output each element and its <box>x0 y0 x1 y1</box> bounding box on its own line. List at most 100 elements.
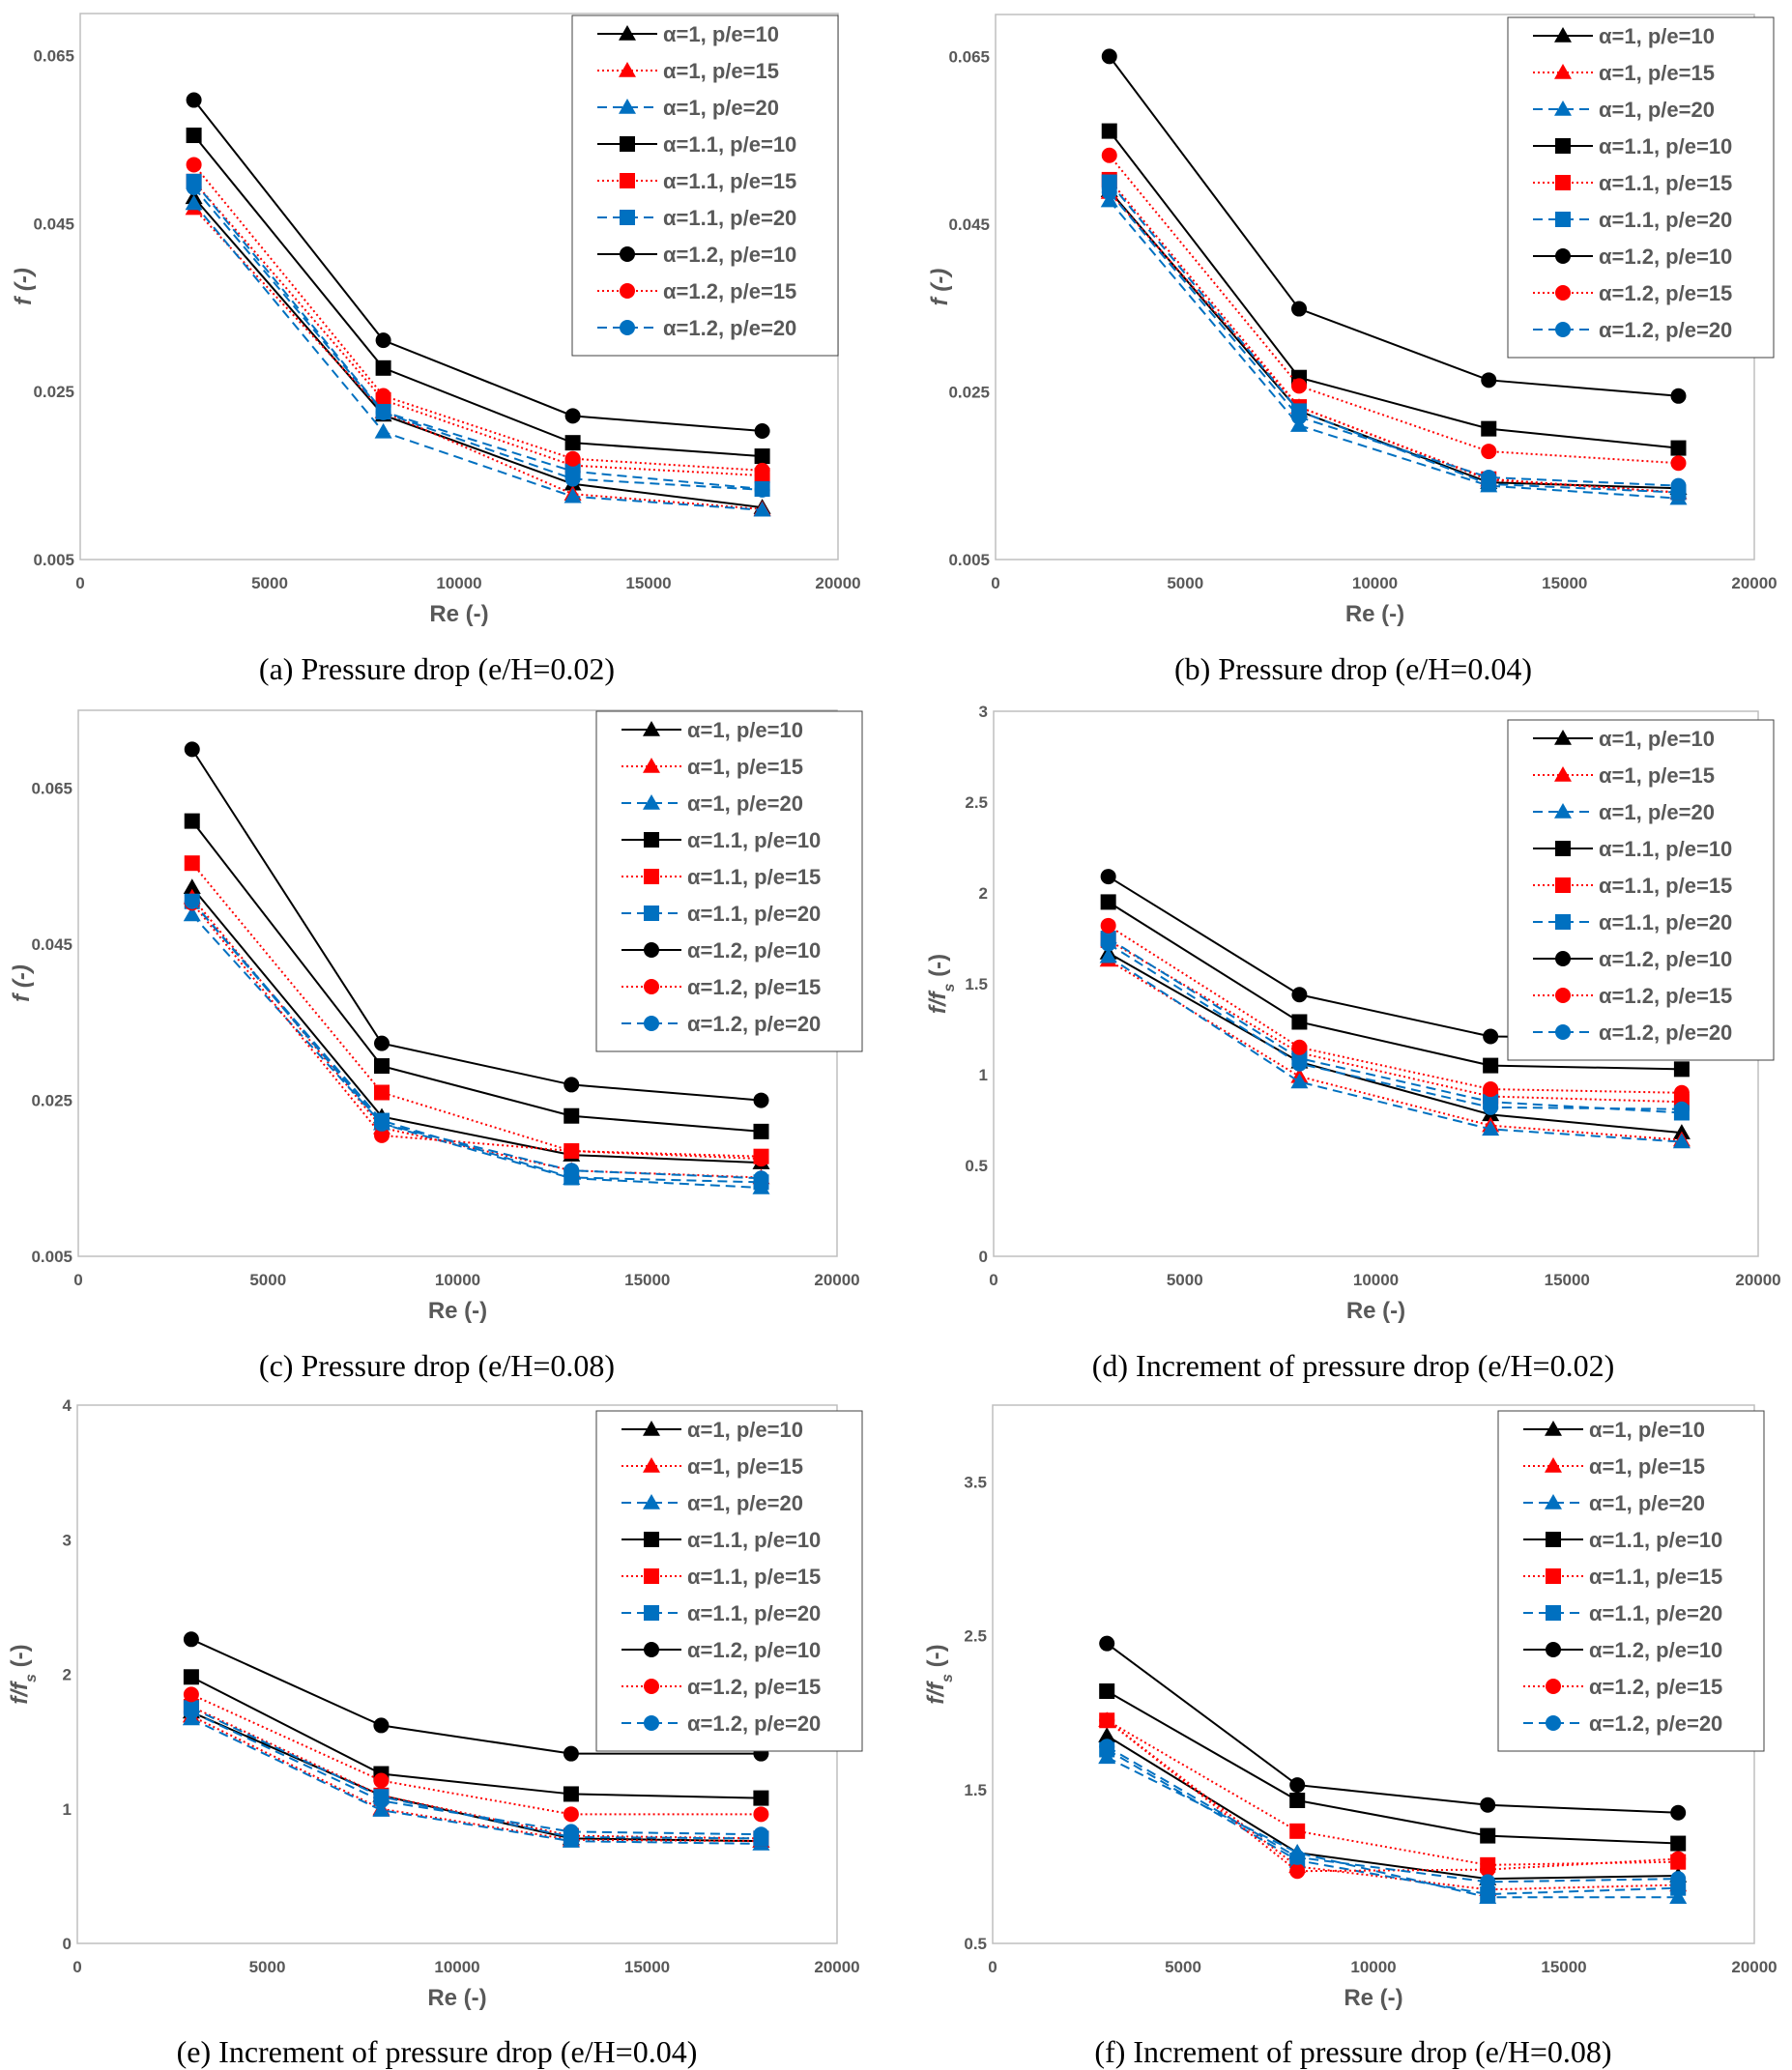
legend-marker <box>1555 914 1571 930</box>
legend-marker <box>619 99 636 114</box>
data-point <box>183 1631 199 1648</box>
legend-marker <box>643 1457 660 1473</box>
legend-box <box>595 1410 863 1752</box>
series-8 <box>184 893 769 1187</box>
series-line <box>1106 1690 1679 1845</box>
legend-marker <box>1546 1568 1561 1584</box>
legend-entry-label: α=1.2, p/e=10 <box>1589 1638 1722 1662</box>
series-line <box>1106 1756 1679 1899</box>
y-tick-label: 0.065 <box>31 780 72 798</box>
series-line <box>192 99 763 433</box>
data-point <box>753 501 771 517</box>
legend-box <box>571 14 839 357</box>
y-tick-label: 0.025 <box>31 1092 72 1110</box>
data-point <box>1099 1739 1115 1755</box>
data-point <box>1670 1835 1687 1852</box>
legend-marker <box>1555 285 1571 301</box>
data-point <box>564 1107 580 1124</box>
x-tick-label: 10000 <box>1350 1958 1396 1976</box>
data-point <box>186 92 202 108</box>
panel-caption: (c) Pressure drop (e/H=0.08) <box>259 1348 615 1383</box>
data-point <box>1100 917 1116 934</box>
legend-entry-label: α=1, p/e=10 <box>1599 24 1715 48</box>
legend-marker <box>644 1532 659 1547</box>
data-point <box>1480 1874 1496 1890</box>
legend: α=1, p/e=10 α=1, p/e=15 α=1, p/e=20 α=1.1, … <box>1507 719 1775 1061</box>
data-point <box>1480 1886 1496 1903</box>
y-tick-label: 0 <box>979 1248 988 1266</box>
x-tick-label: 0 <box>73 1271 82 1289</box>
y-axis-label-unit: (-) <box>7 1644 33 1674</box>
legend-marker <box>1545 1457 1562 1473</box>
series-line <box>1106 1642 1679 1814</box>
x-tick-label: 5000 <box>251 574 288 592</box>
legend-entry-label: α=1, p/e=15 <box>1599 763 1715 788</box>
x-tick-label: 0 <box>991 574 999 592</box>
data-point <box>375 388 391 404</box>
series-8 <box>1101 184 1687 494</box>
data-point <box>1291 1039 1308 1055</box>
series-line <box>1108 942 1682 1110</box>
legend-entry-label: α=1.1, p/e=15 <box>1599 874 1732 898</box>
data-point <box>1673 1084 1690 1101</box>
data-point <box>1101 147 1117 163</box>
legend-marker <box>1554 803 1572 819</box>
y-axis-label-subscript: s <box>23 1674 40 1682</box>
legend-entry-label: α=1.2, p/e=10 <box>687 938 821 963</box>
x-tick-label: 20000 <box>814 1271 859 1289</box>
legend-entry-label: α=1.2, p/e=10 <box>1599 947 1732 971</box>
data-point <box>184 893 200 909</box>
data-point <box>564 1077 580 1093</box>
legend-entry-label: α=1.2, p/e=20 <box>687 1012 821 1036</box>
data-point <box>1099 1712 1115 1729</box>
data-point <box>1099 947 1117 963</box>
series-line <box>190 1693 762 1816</box>
y-axis-label: f (-) <box>11 268 37 305</box>
data-point <box>1289 1792 1306 1808</box>
y-axis-label-subscript: s <box>941 983 958 992</box>
legend-entry-label: α=1.2, p/e=20 <box>1599 1021 1732 1045</box>
series-line <box>190 902 762 1161</box>
x-axis-label: Re (-) <box>427 1985 486 2011</box>
legend: α=1, p/e=10 α=1, p/e=15 α=1, p/e=20 α=1.1, … <box>1497 1410 1765 1752</box>
legend-marker <box>1555 212 1571 227</box>
series-7 <box>1100 917 1690 1101</box>
data-point <box>1101 48 1117 65</box>
legend-entry-label: α=1, p/e=20 <box>687 791 803 816</box>
legend-marker <box>620 173 635 188</box>
x-tick-label: 15000 <box>624 1271 670 1289</box>
legend-entry-label: α=1, p/e=10 <box>687 1418 803 1442</box>
y-tick-label: 2.5 <box>964 1627 987 1646</box>
y-axis-label: f/fs (-) <box>925 954 958 1014</box>
series-line <box>192 196 763 509</box>
data-point <box>1480 1861 1496 1878</box>
panel-caption: (a) Pressure drop (e/H=0.02) <box>259 651 615 686</box>
x-axis-label: Re (-) <box>428 1298 487 1324</box>
data-point <box>375 332 391 349</box>
series-line <box>190 1711 762 1836</box>
x-axis-label: Re (-) <box>1344 1985 1402 2011</box>
legend-box <box>595 710 863 1052</box>
x-tick-label: 20000 <box>814 1958 859 1976</box>
y-tick-label: 3.5 <box>964 1474 987 1492</box>
data-point <box>186 179 202 195</box>
data-point <box>1672 1133 1691 1149</box>
series-2 <box>1099 947 1691 1149</box>
data-point <box>183 878 201 894</box>
data-point <box>1291 409 1307 425</box>
legend-entry-label: α=1.2, p/e=15 <box>687 975 821 999</box>
series-line <box>192 134 763 458</box>
data-point <box>1099 1635 1115 1652</box>
data-point <box>1673 1061 1690 1078</box>
y-tick-label: 1 <box>979 1066 988 1084</box>
legend-marker <box>1554 64 1572 79</box>
series-6 <box>1099 1635 1687 1821</box>
data-point <box>1480 1827 1496 1844</box>
x-tick-label: 20000 <box>1731 574 1777 592</box>
data-point <box>563 1824 579 1840</box>
legend-marker <box>1555 175 1571 190</box>
legend-marker <box>620 320 635 335</box>
legend-entry-label: α=1.1, p/e=15 <box>663 169 796 193</box>
data-point <box>1481 372 1497 388</box>
